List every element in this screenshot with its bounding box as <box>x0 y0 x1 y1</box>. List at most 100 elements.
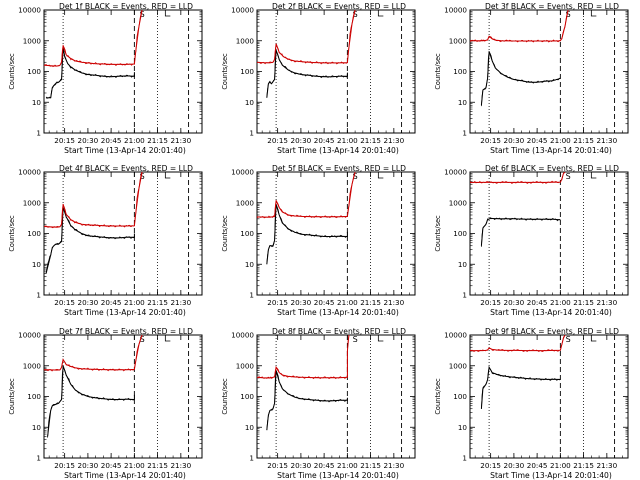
y-axis-label: Counts/sec <box>434 215 442 252</box>
marker-glyph-l <box>590 172 597 179</box>
x-tick-label: 20:15 <box>267 136 288 145</box>
x-tick-label: 20:45 <box>314 461 335 470</box>
x-tick-label: 20:15 <box>54 136 75 145</box>
y-tick-label: 100 <box>240 392 254 401</box>
y-tick-label: 100 <box>240 229 254 238</box>
x-tick-label: 21:15 <box>147 136 168 145</box>
y-tick-label: 10 <box>458 98 468 107</box>
x-tick-label: 21:00 <box>124 298 145 307</box>
chart-panel-6: Det 6f BLACK = Events, RED = LLD Counts/s… <box>434 164 629 317</box>
y-tick-label: 10000 <box>231 331 254 340</box>
x-tick-label: 20:45 <box>527 136 548 145</box>
series-noise-events <box>45 206 135 273</box>
series-line-lld <box>44 335 143 371</box>
marker-glyph-l <box>590 10 597 17</box>
x-axis-label: Start Time (13-Apr-14 20:01:40) <box>277 471 399 480</box>
x-tick-label: 20:30 <box>504 136 525 145</box>
x-axis-label: Start Time (13-Apr-14 20:01:40) <box>277 146 399 155</box>
chart-panel-2: Det 2f BLACK = Events, RED = LLD Counts/s… <box>221 2 416 155</box>
y-tick-label: 10 <box>245 423 255 432</box>
series-line-events <box>45 207 135 274</box>
marker-glyph-l <box>164 10 171 17</box>
x-tick-label: 20:15 <box>480 298 501 307</box>
y-tick-label: 1 <box>36 454 41 463</box>
x-tick-label: 20:15 <box>54 461 75 470</box>
x-tick-label: 21:30 <box>596 298 617 307</box>
chart-panel-7: Det 7f BLACK = Events, RED = LLD Counts/s… <box>8 327 203 480</box>
x-tick-label: 21:15 <box>147 298 168 307</box>
y-axis-label: Counts/sec <box>8 53 16 90</box>
x-tick-label: 20:30 <box>291 461 312 470</box>
marker-glyph-s: S <box>353 335 358 344</box>
series-noise-events <box>266 369 348 431</box>
series-noise-events <box>481 50 561 107</box>
plot-frame <box>469 9 629 134</box>
plot-frame <box>256 334 416 459</box>
y-tick-label: 10000 <box>444 331 467 340</box>
y-tick-label: 10 <box>32 260 42 269</box>
x-tick-label: 21:00 <box>124 461 145 470</box>
y-tick-label: 1000 <box>23 36 42 45</box>
series-line-lld <box>257 10 356 64</box>
marker-glyph-s: S <box>566 335 571 344</box>
x-tick-label: 21:15 <box>573 461 594 470</box>
chart-title: Det 5f BLACK = Events, RED = LLD <box>272 164 406 173</box>
x-tick-label: 21:15 <box>360 298 381 307</box>
marker-glyph-l <box>164 335 171 342</box>
x-tick-label: 21:00 <box>124 136 145 145</box>
x-tick-label: 20:15 <box>267 298 288 307</box>
y-tick-label: 1000 <box>449 198 468 207</box>
marker-glyph-l <box>377 335 384 342</box>
y-axis-label: Counts/sec <box>8 378 16 415</box>
x-axis-label: Start Time (13-Apr-14 20:01:40) <box>64 471 186 480</box>
y-tick-label: 1 <box>462 454 467 463</box>
marker-glyph-l <box>377 172 384 179</box>
series-line-events <box>47 365 135 437</box>
marker-glyph-s: S <box>566 10 571 19</box>
series-noise-lld <box>44 172 143 229</box>
y-axis-label: Counts/sec <box>221 53 229 90</box>
chart-title: Det 8f BLACK = Events, RED = LLD <box>272 327 406 336</box>
y-tick-label: 10000 <box>231 6 254 15</box>
y-tick-label: 10000 <box>444 168 467 177</box>
marker-glyph-l <box>164 172 171 179</box>
y-tick-label: 1000 <box>449 36 468 45</box>
x-tick-label: 21:30 <box>383 298 404 307</box>
series-line-events <box>480 51 561 106</box>
marker-glyph-s: S <box>353 172 358 181</box>
y-tick-label: 1000 <box>449 361 468 370</box>
series-noise-lld <box>257 172 356 219</box>
plot-frame <box>469 334 629 459</box>
series-noise-events <box>481 217 561 247</box>
chart-title: Det 4f BLACK = Events, RED = LLD <box>59 164 193 173</box>
x-tick-label: 20:30 <box>504 461 525 470</box>
plot-frame <box>256 9 416 134</box>
y-tick-label: 10 <box>458 260 468 269</box>
series-noise-events <box>47 365 135 438</box>
y-tick-label: 1 <box>249 291 254 300</box>
series-noise-events <box>45 47 135 99</box>
y-tick-label: 100 <box>453 67 467 76</box>
x-tick-label: 21:30 <box>383 136 404 145</box>
x-tick-label: 20:15 <box>480 136 501 145</box>
x-tick-label: 21:30 <box>170 298 191 307</box>
x-tick-label: 20:30 <box>291 298 312 307</box>
x-tick-label: 20:45 <box>527 298 548 307</box>
chart-title: Det 9f BLACK = Events, RED = LLD <box>485 327 619 336</box>
y-tick-label: 10000 <box>18 6 41 15</box>
x-tick-label: 20:45 <box>527 461 548 470</box>
chart-panel-3: Det 3f BLACK = Events, RED = LLD Counts/s… <box>434 2 629 155</box>
marker-glyph-s: S <box>140 10 145 19</box>
series-line-lld <box>44 172 143 228</box>
chart-panel-8: Det 8f BLACK = Events, RED = LLD Counts/s… <box>221 327 416 480</box>
x-tick-label: 21:00 <box>337 461 358 470</box>
y-tick-label: 1 <box>462 129 467 138</box>
series-line-lld <box>470 10 569 42</box>
x-tick-label: 21:15 <box>147 461 168 470</box>
marker-glyph-s: S <box>140 335 145 344</box>
y-tick-label: 10000 <box>18 331 41 340</box>
x-tick-label: 20:15 <box>267 461 288 470</box>
y-tick-label: 1000 <box>236 36 255 45</box>
y-tick-label: 1 <box>36 129 41 138</box>
